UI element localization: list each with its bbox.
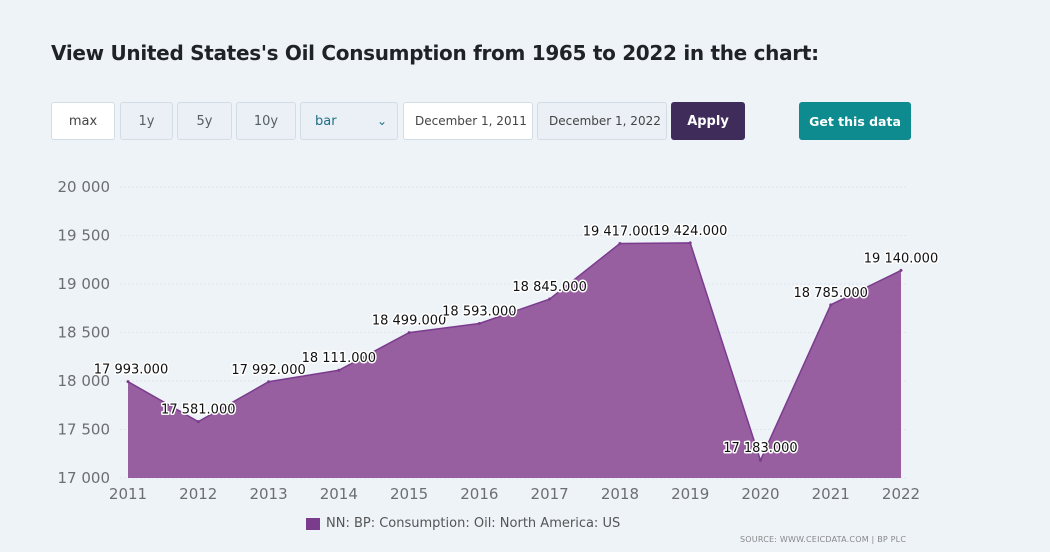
x-tick-label: 2017: [531, 485, 569, 503]
x-tick-label: 2013: [249, 485, 287, 503]
y-tick-label: 17 000: [58, 469, 111, 487]
x-tick-label: 2011: [109, 485, 147, 503]
data-label: 17 183.000: [723, 441, 797, 456]
data-point: [899, 268, 903, 272]
start-date-input[interactable]: December 1, 2011: [403, 102, 533, 140]
data-point: [548, 297, 552, 301]
data-point: [267, 380, 271, 384]
apply-button[interactable]: Apply: [671, 102, 745, 140]
page-title: View United States's Oil Consumption fro…: [51, 41, 819, 65]
data-label: 17 993.000: [94, 363, 168, 378]
data-label: 17 992.000: [231, 363, 305, 378]
x-tick-label: 2021: [812, 485, 850, 503]
data-point: [337, 368, 341, 372]
data-point: [407, 331, 411, 335]
data-label: 18 593.000: [442, 304, 516, 319]
y-tick-label: 19 500: [58, 227, 111, 245]
x-tick-label: 2019: [671, 485, 709, 503]
series-line: [127, 242, 902, 463]
x-tick-label: 2014: [320, 485, 358, 503]
data-point: [618, 242, 622, 246]
y-tick-label: 19 000: [58, 275, 111, 293]
range-10y-button[interactable]: 10y: [236, 102, 296, 140]
data-label: 19 417.000: [583, 225, 657, 240]
data-point: [758, 458, 762, 462]
range-max-button[interactable]: max: [51, 102, 115, 140]
get-data-button[interactable]: Get this data: [799, 102, 911, 140]
chart-type-select[interactable]: bar ⌄: [300, 102, 398, 140]
x-tick-label: 2015: [390, 485, 428, 503]
source-note: SOURCE: WWW.CEICDATA.COM | BP PLC: [740, 535, 907, 544]
data-label: 18 845.000: [512, 280, 586, 295]
data-point: [196, 420, 200, 424]
legend-swatch: [306, 517, 320, 530]
data-label: 19 140.000: [864, 251, 938, 266]
data-point: [688, 241, 692, 245]
chart-legend[interactable]: NN: BP: Consumption: Oil: North America:…: [306, 516, 620, 531]
x-tick-label: 2022: [882, 485, 920, 503]
data-point: [477, 321, 481, 325]
x-tick-label: 2012: [179, 485, 217, 503]
y-tick-label: 18 500: [58, 324, 111, 342]
x-tick-label: 2016: [460, 485, 498, 503]
data-label: 19 424.000: [653, 224, 727, 239]
area-series: [128, 242, 901, 478]
x-tick-label: 2018: [601, 485, 639, 503]
data-label: 18 499.000: [372, 314, 446, 329]
range-5y-button[interactable]: 5y: [177, 102, 232, 140]
data-label: 18 111.000: [302, 351, 376, 366]
data-point: [126, 380, 130, 384]
chart-type-value: bar: [315, 113, 337, 129]
legend-label: NN: BP: Consumption: Oil: North America:…: [326, 516, 621, 531]
y-tick-label: 18 000: [58, 372, 111, 390]
x-tick-label: 2020: [741, 485, 779, 503]
data-label: 17 581.000: [161, 403, 235, 418]
end-date-input[interactable]: December 1, 2022: [537, 102, 667, 140]
data-label: 18 785.000: [794, 286, 868, 301]
data-point: [829, 303, 833, 307]
y-tick-label: 20 000: [58, 178, 111, 196]
chevron-down-icon: ⌄: [376, 114, 387, 128]
y-tick-label: 17 500: [58, 421, 111, 439]
range-1y-button[interactable]: 1y: [120, 102, 173, 140]
